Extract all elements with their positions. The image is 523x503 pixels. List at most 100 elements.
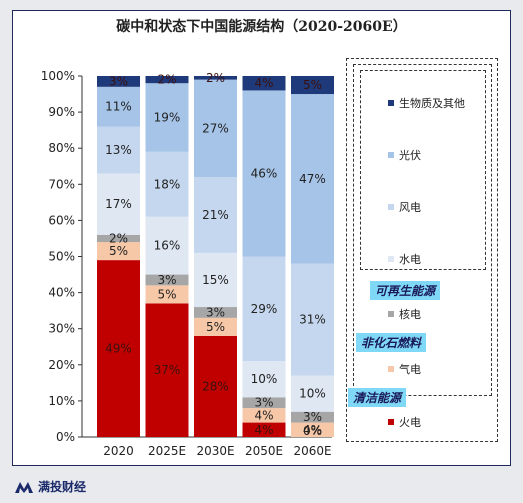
data-label: 4%: [254, 423, 273, 437]
data-label: 10%: [251, 372, 278, 386]
bar-segment: [97, 126, 140, 174]
bar-segment: [145, 274, 189, 286]
data-label: 49%: [105, 342, 132, 356]
y-tick-label: 0%: [56, 430, 75, 444]
bar-segment: [291, 76, 334, 95]
legend-swatch: [388, 100, 394, 106]
bar-segment: [194, 76, 237, 80]
legend-item-wind: 风电: [388, 199, 421, 215]
legend-item-hydro: 水电: [388, 251, 421, 267]
legend-item-biomass: 生物质及其他: [388, 95, 465, 111]
data-label: 5%: [303, 78, 322, 92]
data-label: 4%: [254, 76, 273, 90]
y-tick-label: 30%: [48, 322, 75, 336]
bar-segment: [194, 317, 237, 336]
legend-swatch: [388, 204, 394, 210]
data-label: 5%: [109, 244, 128, 258]
data-label: 15%: [202, 273, 229, 287]
data-label: 2%: [206, 71, 225, 85]
bar-segment: [97, 234, 140, 243]
bar-segment: [194, 252, 237, 308]
y-tick-label: 70%: [48, 177, 75, 191]
data-label: 5%: [157, 287, 176, 301]
legend-group-clean: [346, 58, 498, 442]
data-label: 2%: [109, 231, 128, 245]
bar-segment: [145, 76, 189, 84]
y-tick-label: 90%: [48, 105, 75, 119]
bar-segment: [242, 256, 286, 362]
y-tick-label: 40%: [48, 286, 75, 300]
y-tick-label: 10%: [48, 394, 75, 408]
bar-segment: [291, 411, 334, 423]
legend-label: 核电: [399, 308, 421, 321]
bar-segment: [194, 307, 237, 318]
data-label: 5%: [206, 320, 225, 334]
data-label: 37%: [154, 363, 181, 377]
data-label: 11%: [105, 100, 132, 114]
x-tick-label: 2030E: [196, 444, 234, 458]
bar-segment: [97, 86, 140, 127]
data-label: 28%: [202, 379, 229, 393]
brand-logo: 满投财经: [14, 478, 86, 495]
legend-label: 气电: [399, 363, 421, 376]
data-label: 2%: [157, 73, 176, 87]
brand-mark-icon: [15, 481, 33, 493]
data-label: 31%: [299, 313, 326, 327]
legend-item-coal: 火电: [388, 414, 421, 430]
legend-group-non-fossil-label: 非化石燃料: [356, 333, 427, 352]
data-label: 18%: [154, 177, 181, 191]
bar-segment: [145, 151, 189, 217]
data-label: 0%: [303, 424, 322, 438]
bar-segment: [242, 422, 286, 437]
bar-segment: [194, 177, 237, 253]
data-label: 4%: [254, 408, 273, 422]
data-label: 3%: [206, 305, 225, 319]
chart-title: 碳中和状态下中国能源结构（2020-2060E）: [116, 19, 407, 35]
legend-group-non-fossil: [353, 64, 492, 396]
data-label: 19%: [154, 111, 181, 125]
data-label: 3%: [254, 396, 273, 410]
legend-group-renewable-label: 可再生能源: [370, 281, 441, 300]
y-tick-label: 50%: [48, 250, 75, 264]
bar-segment: [97, 260, 140, 437]
data-label: 29%: [251, 302, 278, 316]
bar-segment: [145, 83, 189, 152]
data-label: 17%: [105, 197, 132, 211]
x-tick-label: 2050E: [245, 444, 283, 458]
bar-segment: [291, 375, 334, 412]
legend-label: 火电: [399, 416, 421, 429]
bar-segment: [291, 263, 334, 376]
bar-segment: [97, 173, 140, 235]
y-tick-label: 20%: [48, 358, 75, 372]
bar-segment: [291, 422, 334, 437]
legend-swatch: [388, 366, 394, 372]
legend-swatch: [388, 311, 394, 317]
data-label: 16%: [154, 239, 181, 253]
data-label: 10%: [299, 387, 326, 401]
bar-segment: [97, 76, 140, 87]
legend-item-gas: 气电: [388, 361, 421, 377]
bar-segment: [145, 303, 189, 437]
bar-segment: [242, 76, 286, 91]
bar-segment: [242, 408, 286, 423]
y-tick-label: 80%: [48, 141, 75, 155]
bar-segment: [291, 94, 334, 264]
legend-item-solar: 光伏: [388, 147, 421, 163]
legend-group-clean-label: 清洁能源: [348, 388, 407, 407]
x-tick-label: 2020: [103, 444, 134, 458]
brand-name: 满投财经: [38, 480, 87, 494]
bar-segment: [194, 79, 237, 178]
data-label: 3%: [157, 273, 176, 287]
data-label: 27%: [202, 121, 229, 135]
legend-swatch: [388, 419, 394, 425]
data-label: 3%: [109, 74, 128, 88]
bar-segment: [242, 90, 286, 257]
bar-segment: [97, 242, 140, 261]
legend-label: 风电: [399, 201, 421, 214]
legend-label: 生物质及其他: [399, 97, 465, 110]
legend-group-renewable: [360, 70, 486, 270]
bar-segment: [242, 361, 286, 398]
data-label: 13%: [105, 143, 132, 157]
data-label: 3%: [303, 410, 322, 424]
